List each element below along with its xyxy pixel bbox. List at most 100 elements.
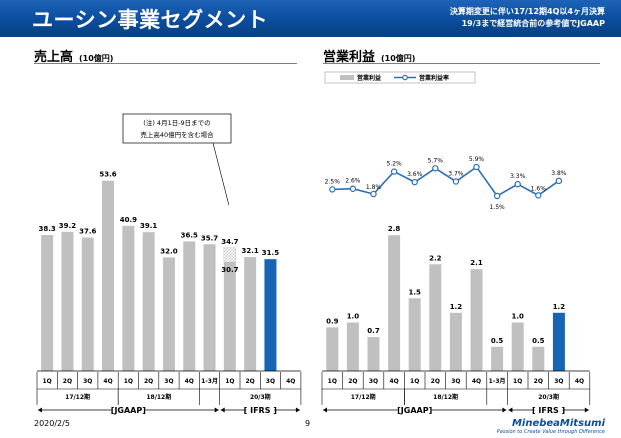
profit-standard-arrowhead xyxy=(323,407,327,413)
profit-category-label: 2Q xyxy=(534,378,543,385)
profit-category-label: 1Q xyxy=(328,378,337,385)
sales-category-label: 1Q xyxy=(124,378,133,385)
sales-bar xyxy=(203,244,216,371)
profit-margin-label: 1.5% xyxy=(489,204,505,211)
sales-standard-arrowhead xyxy=(38,407,42,413)
sales-bar xyxy=(81,237,94,371)
sales-standard-arrowhead xyxy=(220,407,225,413)
sales-value-label: 38.3 xyxy=(39,225,56,233)
profit-bar xyxy=(532,346,545,371)
profit-margin-marker xyxy=(452,178,460,185)
sales-category-label: 2Q xyxy=(144,378,153,385)
profit-margin-marker xyxy=(432,165,439,172)
profit-margin-line xyxy=(332,165,560,198)
header-note: 決算期変更に伴い17/12期4Q以4ヶ月決算 19/3まで経営統合前の参考値でJ… xyxy=(450,6,605,30)
profit-legend-bar-label: 営業利益 xyxy=(357,74,381,82)
sales-standard-label: [JGAAP] xyxy=(111,406,146,415)
sales-hatched-bar xyxy=(223,247,237,263)
profit-group-label: 17/12期 xyxy=(351,393,376,401)
profit-group-label: 20/3期 xyxy=(538,393,559,401)
sales-value-label: 35.7 xyxy=(201,234,218,242)
header-note-line2: 19/3まで経営統合前の参考値でJGAAP xyxy=(461,19,605,28)
profit-margin-marker xyxy=(535,192,542,199)
profit-bar xyxy=(470,269,483,371)
profit-margin-label: 5.2% xyxy=(386,161,402,168)
profit-margin-label: 2.5% xyxy=(325,178,341,185)
sales-bar xyxy=(244,257,257,371)
profit-category-label: 4Q xyxy=(389,378,398,385)
profit-category-label: 3Q xyxy=(369,378,378,385)
sales-category-label: 1Q xyxy=(43,378,52,385)
profit-bar xyxy=(408,298,421,371)
profit-margin-marker xyxy=(329,186,336,193)
footer-date: 2020/2/5 xyxy=(34,419,70,428)
profit-bar xyxy=(552,312,565,371)
profit-bar xyxy=(326,327,339,371)
profit-margin-marker xyxy=(555,177,563,185)
sales-value-label: 32.0 xyxy=(160,247,177,255)
profit-category-label: 4Q xyxy=(575,378,584,385)
profit-value-label: 0.7 xyxy=(367,327,380,335)
sales-annotation-line1: (注) 4月1日-9日までの xyxy=(143,118,210,127)
logo-name: MinebeaMitsumi xyxy=(511,418,605,429)
profit-margin-marker xyxy=(411,178,418,186)
sales-value-label: 39.1 xyxy=(140,222,157,230)
profit-category-label: 4Q xyxy=(472,378,481,385)
sales-value-label: 32.1 xyxy=(242,247,259,255)
sales-bar xyxy=(102,180,115,371)
sales-category-label: 3Q xyxy=(83,378,92,385)
logo-tagline: Passion to Create Value through Differen… xyxy=(496,429,605,435)
sales-bar xyxy=(162,257,175,371)
profit-category-label: 3Q xyxy=(451,378,460,385)
sales-value-label: 53.6 xyxy=(99,171,116,179)
profit-margin-label: 3.3% xyxy=(510,173,526,180)
profit-value-label: 1.0 xyxy=(347,313,360,321)
profit-unit: (10億円) xyxy=(381,54,416,63)
profit-category-label: 1-3月 xyxy=(489,377,506,385)
profit-margin-marker xyxy=(390,168,398,175)
profit-value-label: 2.2 xyxy=(429,254,442,262)
sales-category-label: 4Q xyxy=(185,378,194,385)
profit-group-label: 18/12期 xyxy=(433,393,458,401)
profit-margin-marker xyxy=(349,185,357,192)
sales-annotation-box xyxy=(122,113,232,144)
profit-value-label: 0.5 xyxy=(532,337,545,345)
sales-category-label: 4Q xyxy=(286,378,295,385)
profit-margin-marker xyxy=(493,192,501,200)
profit-value-label: 2.8 xyxy=(388,225,401,233)
sales-bar xyxy=(264,259,277,371)
sales-bar xyxy=(183,241,196,371)
company-logo: MinebeaMitsumi Passion to Create Value t… xyxy=(497,418,605,436)
profit-margin-marker xyxy=(370,190,377,198)
profit-bar xyxy=(449,312,462,371)
profit-legend-line-marker xyxy=(402,74,408,81)
sales-value-label: 31.5 xyxy=(262,249,279,257)
profit-bar xyxy=(429,264,442,371)
sales-title: 売上高 xyxy=(34,50,74,65)
profit-legend-line-label: 営業利益率 xyxy=(419,74,449,82)
profit-title: 営業利益 xyxy=(323,50,376,65)
sales-value-label: 37.6 xyxy=(79,228,96,236)
profit-bar xyxy=(367,337,380,371)
sales-group-label: 20/3期 xyxy=(250,393,271,401)
sales-title-rule xyxy=(34,63,297,64)
profit-margin-label: 3.7% xyxy=(448,170,464,177)
sales-standard-arrowhead xyxy=(295,407,300,413)
sales-group-label: 17/12期 xyxy=(65,393,90,401)
sales-bar xyxy=(41,235,54,371)
sales-value-label: 39.2 xyxy=(59,222,76,230)
profit-category-label: 1Q xyxy=(513,378,522,385)
page-title: ユーシン事業セグメント xyxy=(32,8,269,32)
profit-section-title: 営業利益 (10億円) xyxy=(323,46,415,65)
sales-value-label: 40.9 xyxy=(120,216,137,224)
sales-section-title: 売上高 (10億円) xyxy=(34,46,113,65)
profit-standard-arrowhead xyxy=(508,407,513,413)
profit-bar xyxy=(511,322,524,371)
profit-standard-arrowhead xyxy=(502,407,507,413)
profit-category-label: 2Q xyxy=(348,378,357,385)
sales-category-label: 3Q xyxy=(266,378,275,385)
sales-annotation-line2: 売上高40億円を含む場合 xyxy=(140,130,214,139)
profit-value-label: 2.1 xyxy=(470,259,483,267)
profit-margin-label: 5.9% xyxy=(469,156,485,163)
